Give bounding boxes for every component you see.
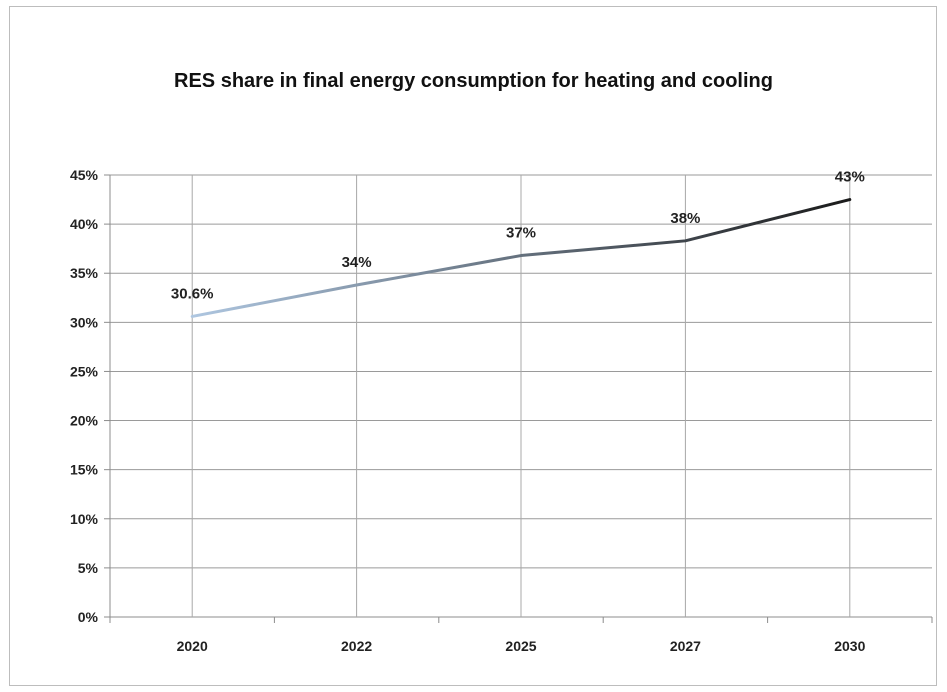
y-tick-label: 0%	[78, 609, 99, 625]
series-line	[190, 198, 852, 318]
y-tick-label: 30%	[70, 314, 99, 330]
series-layer	[190, 198, 852, 318]
data-label: 38%	[670, 210, 700, 227]
axis-layer: 0% 5% 10% 15% 20% 25% 30% 35% 40% 45% 2020 2022 2025…	[70, 167, 933, 654]
x-tick-label: 2027	[670, 638, 701, 654]
y-tick-label: 20%	[70, 413, 99, 429]
chart-frame	[9, 6, 937, 686]
x-tick-label: 2025	[505, 638, 536, 654]
y-tick-label: 40%	[70, 216, 99, 232]
chart-title: RES share in final energy consumption fo…	[174, 70, 773, 92]
y-tick-label: 35%	[70, 265, 99, 281]
label-layer: 30.6% 34% 37% 38% 43%	[171, 169, 865, 303]
data-label: 34%	[342, 254, 372, 271]
data-label: 30.6%	[171, 285, 214, 302]
x-tick-label: 2020	[177, 638, 208, 654]
grid-layer	[110, 174, 932, 618]
x-tick-label: 2022	[341, 638, 372, 654]
y-tick-label: 10%	[70, 511, 99, 527]
y-tick-label: 25%	[70, 363, 99, 379]
data-label: 43%	[835, 169, 865, 186]
x-tick-label: 2030	[834, 638, 865, 654]
data-label: 37%	[506, 225, 536, 242]
y-tick-label: 5%	[78, 560, 99, 576]
y-tick-label: 45%	[70, 167, 99, 183]
y-tick-label: 15%	[70, 462, 99, 478]
